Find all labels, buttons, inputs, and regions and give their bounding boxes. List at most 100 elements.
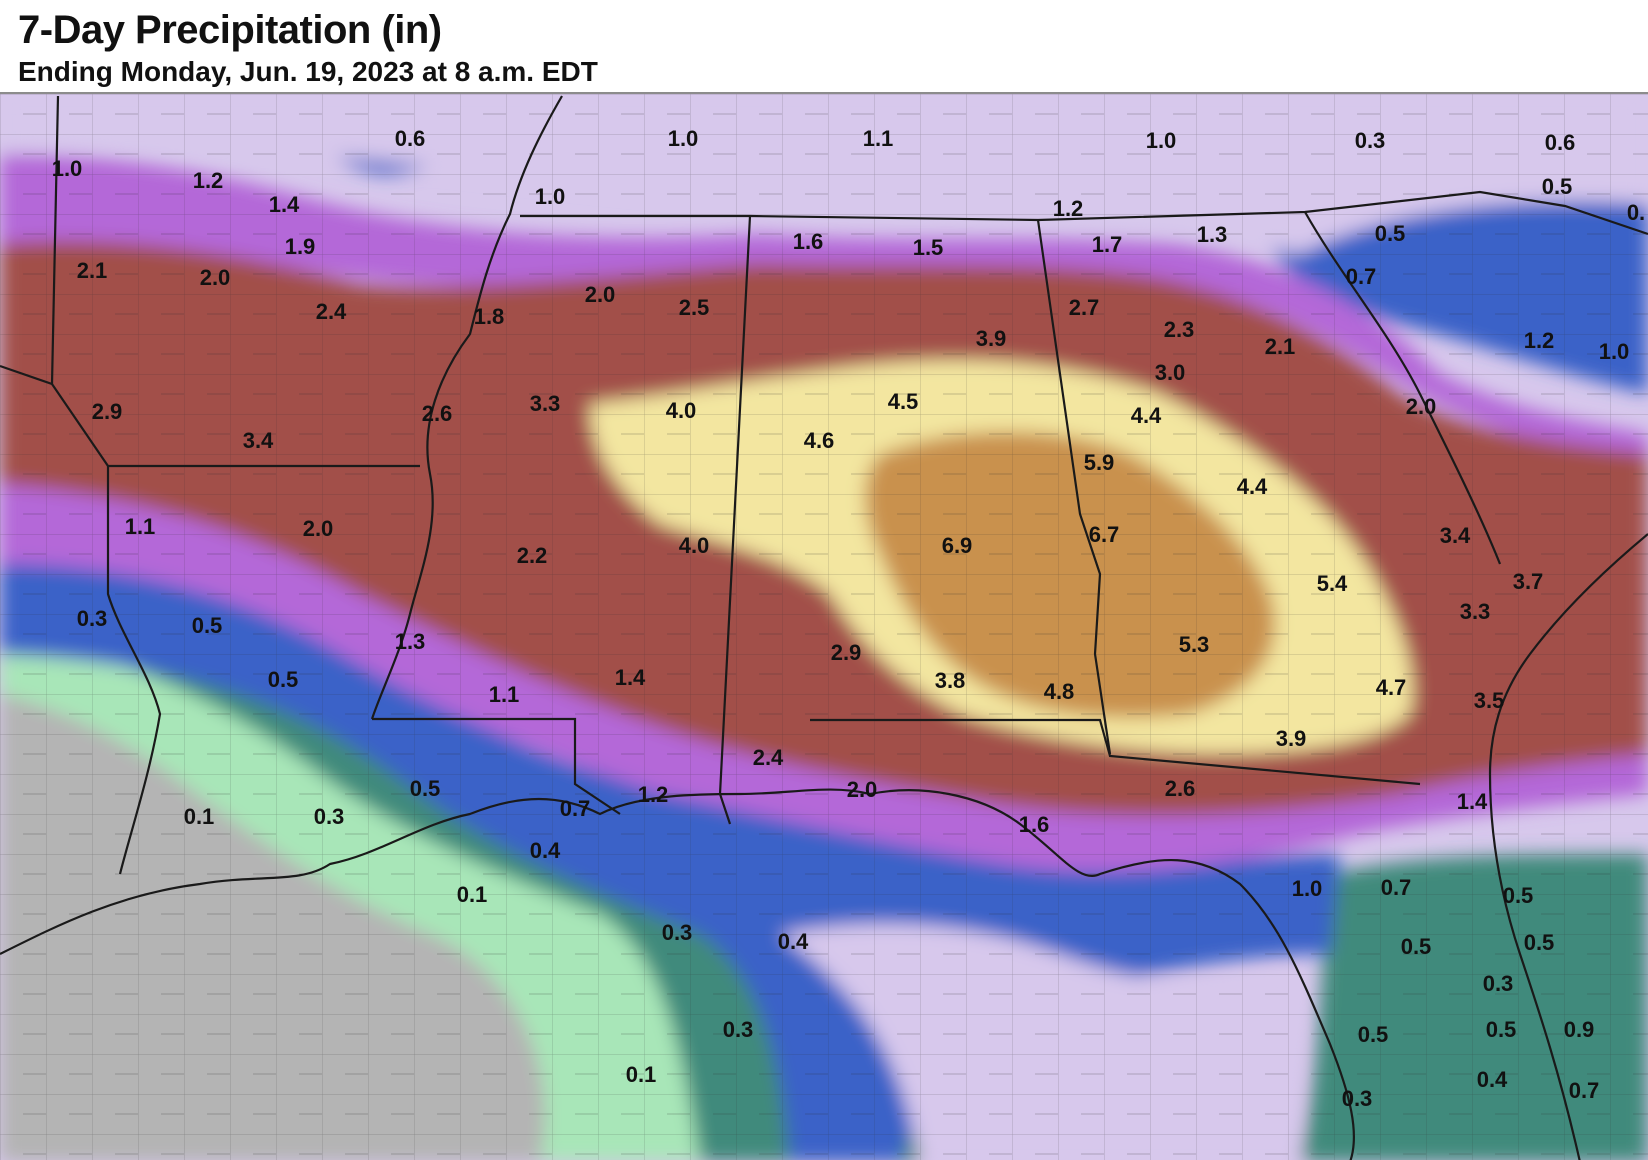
louisiana-mississippi-border <box>372 717 621 815</box>
state-borders <box>0 95 1648 1160</box>
precip-value-label: 0.7 <box>560 796 591 821</box>
precip-value-label: 1.0 <box>1292 876 1323 901</box>
precip-value-label: 1.0 <box>52 156 83 181</box>
precip-value-label: 1.2 <box>1524 328 1555 353</box>
precip-value-label: 0.5 <box>1524 930 1555 955</box>
precip-value-label: 0.5 <box>410 776 441 801</box>
precip-value-label: 3.0 <box>1155 360 1186 385</box>
precip-value-label: 1.4 <box>1457 789 1488 814</box>
precip-value-label: 2.2 <box>517 543 548 568</box>
precip-value-label: 1.2 <box>193 168 224 193</box>
precip-value-label: 6.7 <box>1089 522 1120 547</box>
precip-value-label: 1.9 <box>285 234 316 259</box>
precip-value-label: 5.4 <box>1317 571 1348 596</box>
precip-value-label: 3.9 <box>976 326 1007 351</box>
precip-value-label: 4.0 <box>666 398 697 423</box>
precip-value-label: 1.4 <box>615 665 646 690</box>
precipitation-map: 1.0 0.6 1.0 1.1 1.0 0.3 0.6 1.2 1.0 0.5 1.4 1.2 0. 1.… <box>0 92 1648 1160</box>
precip-value-label: 1.3 <box>395 629 426 654</box>
precip-value-label: 2.0 <box>847 777 878 802</box>
precip-value-label: 0.3 <box>314 804 345 829</box>
precip-value-label: 0.5 <box>1401 934 1432 959</box>
precip-value-label: 0.1 <box>184 804 215 829</box>
precip-value-label: 0. <box>1627 200 1645 225</box>
precip-value-label: 2.1 <box>1265 334 1296 359</box>
precip-value-label: 0.6 <box>395 126 426 151</box>
texas-louisiana-border <box>106 466 162 875</box>
gulf-coastline <box>0 788 1356 1160</box>
precip-value-label: 2.6 <box>1165 776 1196 801</box>
precip-value-label: 0.5 <box>268 667 299 692</box>
precip-value-label: 4.5 <box>888 389 919 414</box>
precip-value-label: 1.5 <box>913 235 944 260</box>
precip-value-label: 3.4 <box>243 428 274 453</box>
precip-value-label: 2.5 <box>679 295 710 320</box>
map-title: 7-Day Precipitation (in) <box>18 8 442 52</box>
precip-value-label: 3.9 <box>1276 726 1307 751</box>
precip-value-label: 1.1 <box>489 682 520 707</box>
precip-value-label: 2.9 <box>831 640 862 665</box>
precip-value-label: 1.2 <box>1053 196 1084 221</box>
precip-value-label: 0.5 <box>1542 174 1573 199</box>
precip-value-label: 1.0 <box>535 184 566 209</box>
precip-value-label: 1.0 <box>1599 339 1630 364</box>
precip-value-label: 0.5 <box>1486 1017 1517 1042</box>
precip-value-label: 2.3 <box>1164 317 1195 342</box>
precip-value-label: 2.9 <box>92 399 123 424</box>
precip-value-label: 1.4 <box>269 192 300 217</box>
precip-value-label: 2.0 <box>303 516 334 541</box>
precip-value-label: 1.6 <box>1019 812 1050 837</box>
precip-value-label: 3.3 <box>530 391 561 416</box>
precip-value-label: 0.9 <box>1564 1017 1595 1042</box>
precip-value-label: 4.8 <box>1044 679 1075 704</box>
precip-value-label: 2.7 <box>1069 295 1100 320</box>
precip-value-label: 3.8 <box>935 668 966 693</box>
precip-value-label: 3.3 <box>1460 599 1491 624</box>
alabama-georgia-border <box>1036 219 1112 755</box>
precip-value-label: 3.5 <box>1474 688 1505 713</box>
precip-value-label: 0.5 <box>1358 1022 1389 1047</box>
precip-value-label: 0.1 <box>457 882 488 907</box>
texas-arkansas-border <box>50 95 60 385</box>
precipitation-labels: 1.0 0.6 1.0 1.1 1.0 0.3 0.6 1.2 1.0 0.5 1.4 1.2 0. 1.… <box>52 126 1645 1111</box>
atlantic-coastline <box>1488 533 1648 1160</box>
precip-value-label: 3.7 <box>1513 569 1544 594</box>
precip-value-label: 6.9 <box>942 533 973 558</box>
precip-value-label: 0.3 <box>662 920 693 945</box>
precip-value-label: 0.7 <box>1381 875 1412 900</box>
precip-value-label: 2.0 <box>585 282 616 307</box>
precip-value-label: 2.1 <box>77 258 108 283</box>
precip-value-label: 0.7 <box>1346 264 1377 289</box>
precip-value-label: 0.1 <box>626 1062 657 1087</box>
precip-value-label: 4.6 <box>804 428 835 453</box>
precip-value-label: 0.3 <box>1342 1086 1373 1111</box>
precip-value-label: 1.6 <box>793 229 824 254</box>
precip-value-label: 4.4 <box>1131 403 1162 428</box>
georgia-south-carolina-border <box>1304 211 1502 565</box>
precip-value-label: 4.0 <box>679 533 710 558</box>
precip-value-label: 3.4 <box>1440 523 1471 548</box>
precip-value-label: 2.0 <box>200 265 231 290</box>
alabama-florida-border <box>810 718 1421 786</box>
precip-value-label: 2.4 <box>316 299 347 324</box>
mississippi-river <box>370 95 563 720</box>
county-lines <box>0 94 1648 1160</box>
precip-value-label: 1.1 <box>863 126 894 151</box>
precip-value-label: 5.3 <box>1179 632 1210 657</box>
precip-value-label: 2.0 <box>1406 394 1437 419</box>
precip-value-label: 2.4 <box>753 745 784 770</box>
precip-value-label: 2.6 <box>422 401 453 426</box>
precip-value-label: 4.4 <box>1237 474 1268 499</box>
precip-value-label: 0.4 <box>1477 1067 1508 1092</box>
map-subtitle: Ending Monday, Jun. 19, 2023 at 8 a.m. E… <box>18 56 598 87</box>
precip-value-label: 0.3 <box>1483 971 1514 996</box>
precip-value-label: 0.3 <box>723 1017 754 1042</box>
precip-value-label: 0.5 <box>1503 883 1534 908</box>
precip-value-label: 0.7 <box>1569 1078 1600 1103</box>
precip-value-label: 0.3 <box>77 606 108 631</box>
precip-value-label: 0.4 <box>530 838 561 863</box>
precip-value-label: 1.0 <box>1146 128 1177 153</box>
precip-value-label: 1.8 <box>474 304 505 329</box>
precip-value-label: 0.6 <box>1545 130 1576 155</box>
precip-value-label: 4.7 <box>1376 675 1407 700</box>
